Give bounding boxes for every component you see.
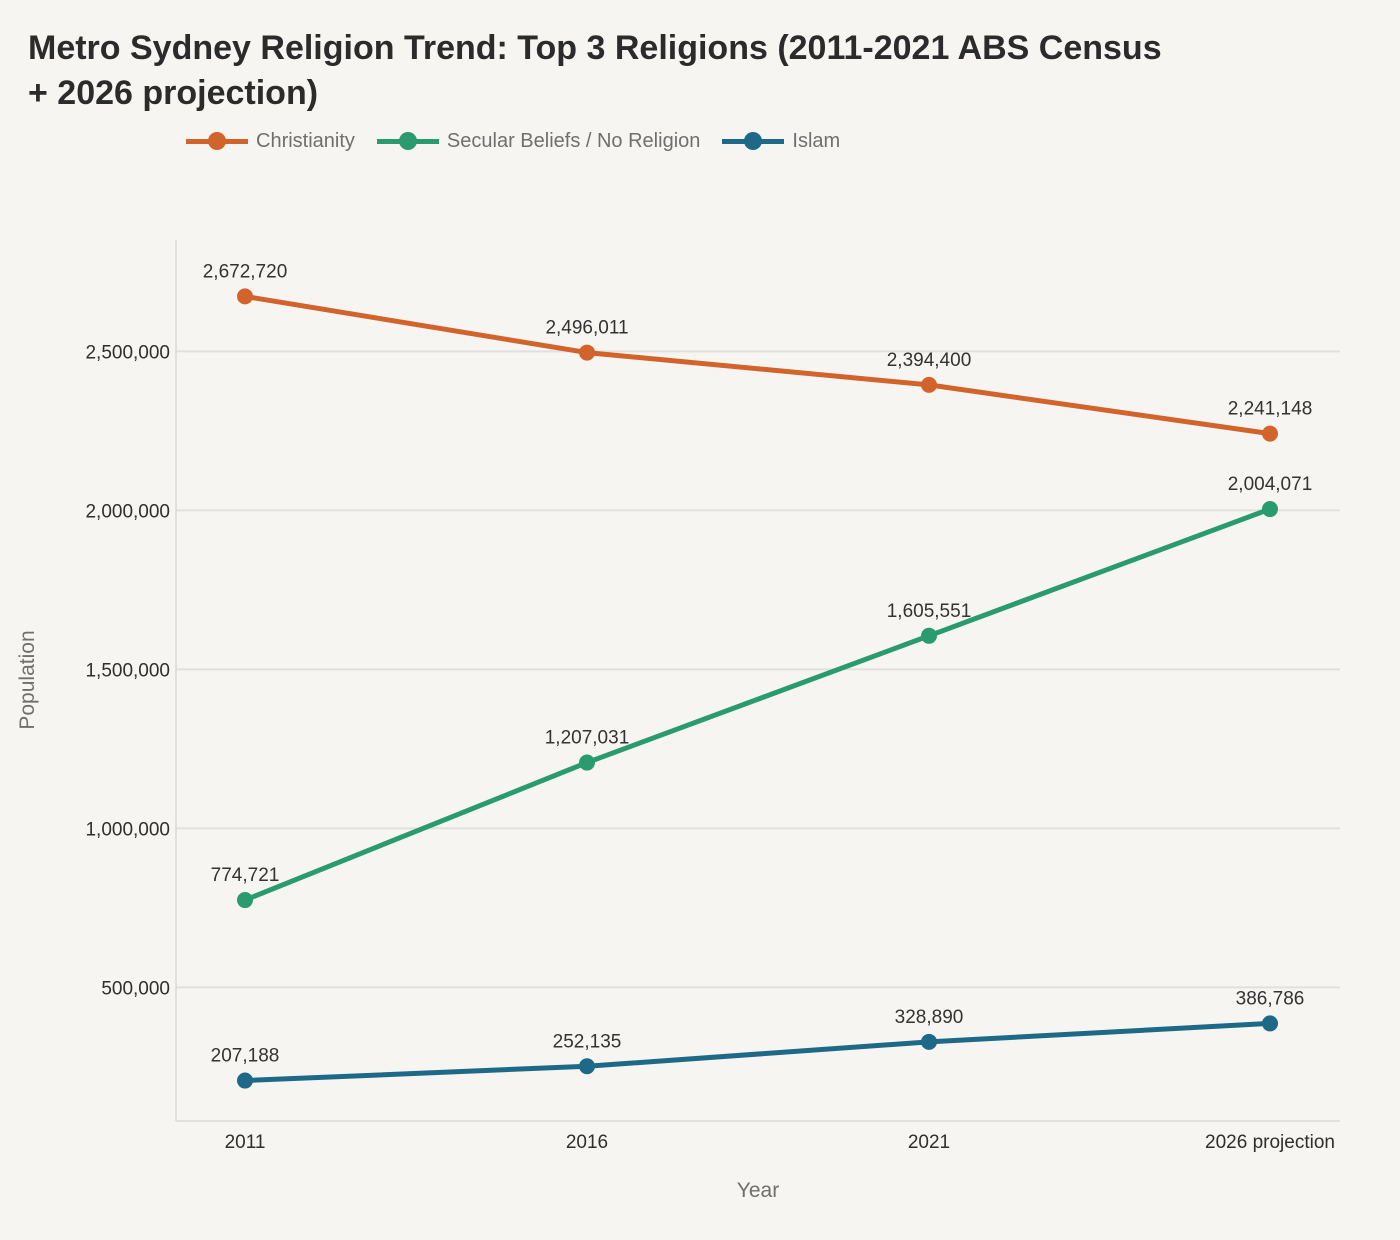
data-label: 2,241,148 <box>1228 399 1313 420</box>
data-label: 1,207,031 <box>545 728 630 749</box>
legend-swatch-islam <box>722 129 785 153</box>
series-line-0 <box>244 293 1271 437</box>
chart-title: Metro Sydney Religion Trend: Top 3 Relig… <box>28 29 1162 112</box>
data-label: 252,135 <box>553 1031 622 1052</box>
legend-label-islam: Islam <box>792 129 841 152</box>
data-point[interactable] <box>237 892 253 909</box>
series-group <box>237 288 1278 1089</box>
data-label: 2,496,011 <box>545 318 628 339</box>
series-line-2 <box>244 1020 1271 1084</box>
data-label: 1,605,551 <box>887 601 972 622</box>
legend-swatch-christianity <box>186 129 248 153</box>
legend-label-secular: Secular Beliefs / No Religion <box>446 129 701 152</box>
data-point[interactable] <box>1262 425 1278 442</box>
data-point[interactable] <box>579 754 595 771</box>
data-point[interactable] <box>921 1033 937 1050</box>
legend-item-christianity[interactable]: Christianity <box>186 129 355 153</box>
legend-item-secular[interactable]: Secular Beliefs / No Religion <box>376 129 701 153</box>
grid-lines <box>176 350 1340 989</box>
data-label: 2,672,720 <box>203 261 288 282</box>
data-label: 207,188 <box>211 1046 280 1067</box>
data-point[interactable] <box>921 376 937 393</box>
x-tick-label: 2016 <box>566 1132 608 1153</box>
y-tick-label: 2,500,000 <box>85 342 170 363</box>
y-axis-title: Population <box>16 630 39 729</box>
x-axis-title: Year <box>737 1179 779 1202</box>
y-tick-label: 2,000,000 <box>85 501 170 522</box>
y-tick-label: 1,000,000 <box>85 819 170 840</box>
x-tick-label: 2021 <box>908 1132 950 1153</box>
legend-swatch-secular <box>376 129 439 153</box>
data-point[interactable] <box>237 288 253 305</box>
data-label: 2,394,400 <box>887 350 972 371</box>
data-point[interactable] <box>921 627 937 644</box>
x-tick-label: 2011 <box>225 1132 266 1153</box>
axes: 500,000 1,000,000 1,500,000 2,000,000 2,500,… <box>85 240 1340 1153</box>
legend-item-islam[interactable]: Islam <box>722 129 840 153</box>
data-point[interactable] <box>237 1072 253 1089</box>
data-point[interactable] <box>1262 1015 1278 1032</box>
data-point[interactable] <box>579 1058 595 1075</box>
data-label: 774,721 <box>211 865 280 886</box>
data-labels: 2,672,720 2,496,011 2,394,400 2,241,148 774,… <box>203 261 1313 1066</box>
y-tick-label: 1,500,000 <box>85 660 170 681</box>
legend: Christianity Secular Beliefs / No Religi… <box>186 128 862 154</box>
data-point[interactable] <box>1262 501 1278 518</box>
series-line-1 <box>244 506 1271 903</box>
x-tick-label: 2026 projection <box>1205 1132 1335 1153</box>
data-point[interactable] <box>579 344 595 361</box>
y-tick-label: 500,000 <box>101 978 170 999</box>
data-label: 328,890 <box>895 1007 964 1028</box>
legend-label-christianity: Christianity <box>256 129 355 152</box>
data-label: 2,004,071 <box>1228 474 1313 495</box>
data-label: 386,786 <box>1236 988 1305 1009</box>
